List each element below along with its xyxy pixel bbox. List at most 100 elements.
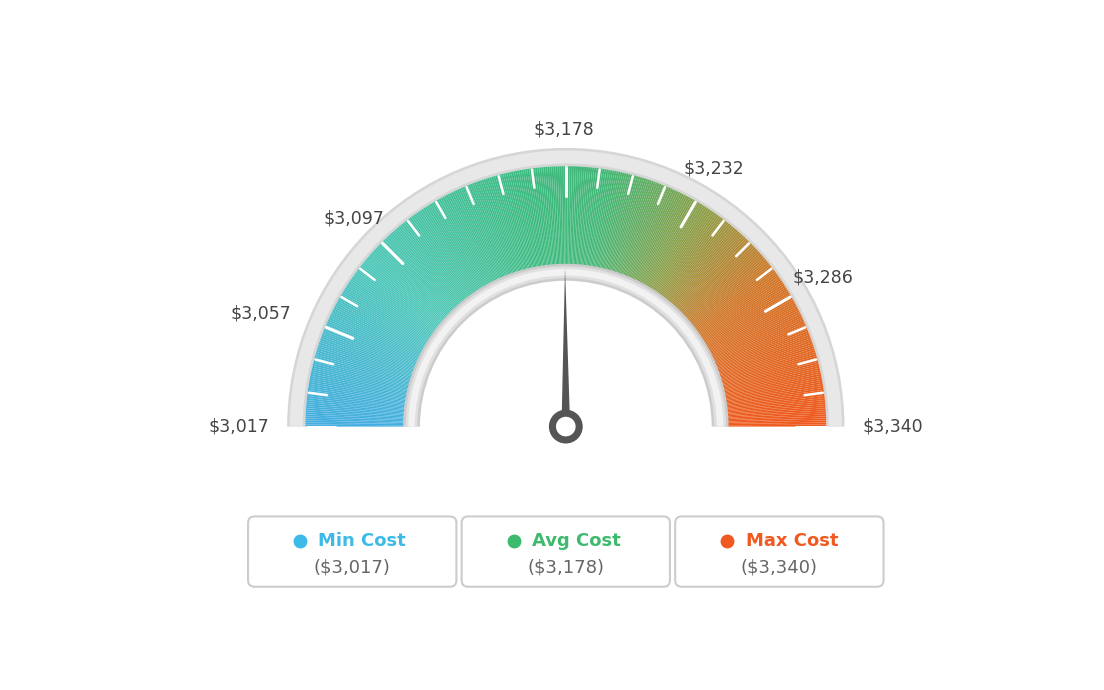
Wedge shape: [420, 210, 476, 293]
Wedge shape: [437, 199, 487, 286]
Wedge shape: [499, 175, 526, 270]
Wedge shape: [720, 346, 814, 378]
Wedge shape: [567, 166, 570, 265]
Text: $3,057: $3,057: [231, 305, 291, 323]
Wedge shape: [465, 186, 505, 278]
Wedge shape: [307, 398, 405, 410]
Wedge shape: [638, 194, 684, 283]
Wedge shape: [392, 231, 459, 306]
Wedge shape: [691, 262, 769, 326]
Wedge shape: [637, 193, 682, 282]
Wedge shape: [718, 338, 811, 373]
Wedge shape: [705, 296, 792, 346]
Text: $3,017: $3,017: [209, 417, 269, 435]
Wedge shape: [726, 408, 826, 417]
Wedge shape: [319, 342, 413, 375]
FancyBboxPatch shape: [248, 516, 456, 586]
Wedge shape: [623, 183, 660, 276]
Wedge shape: [479, 180, 513, 274]
Wedge shape: [386, 237, 455, 310]
Wedge shape: [364, 261, 442, 324]
Wedge shape: [713, 322, 805, 362]
Circle shape: [556, 417, 575, 436]
Wedge shape: [417, 211, 475, 294]
Wedge shape: [368, 256, 444, 322]
Wedge shape: [474, 182, 510, 275]
Wedge shape: [728, 424, 826, 426]
Wedge shape: [327, 322, 418, 362]
Wedge shape: [562, 166, 564, 265]
Wedge shape: [416, 213, 474, 295]
Wedge shape: [336, 303, 424, 351]
Text: ($3,178): ($3,178): [528, 559, 604, 577]
Wedge shape: [533, 168, 546, 266]
Wedge shape: [486, 178, 517, 273]
Wedge shape: [588, 169, 605, 267]
Wedge shape: [310, 372, 408, 394]
Text: ($3,017): ($3,017): [314, 559, 391, 577]
Wedge shape: [442, 197, 490, 284]
Wedge shape: [724, 380, 822, 399]
Wedge shape: [552, 166, 559, 266]
Wedge shape: [342, 290, 428, 344]
Wedge shape: [655, 209, 711, 293]
Wedge shape: [306, 404, 405, 414]
Wedge shape: [408, 269, 723, 426]
Text: $3,340: $3,340: [862, 417, 923, 435]
Wedge shape: [675, 234, 743, 308]
Wedge shape: [668, 225, 732, 302]
Wedge shape: [714, 325, 806, 365]
Wedge shape: [314, 359, 410, 386]
Wedge shape: [309, 380, 407, 399]
Wedge shape: [630, 188, 671, 279]
Wedge shape: [310, 374, 407, 395]
Wedge shape: [428, 204, 481, 290]
Wedge shape: [306, 408, 405, 417]
Wedge shape: [726, 411, 826, 417]
Wedge shape: [662, 218, 724, 298]
Wedge shape: [625, 184, 664, 277]
Wedge shape: [672, 231, 740, 306]
Wedge shape: [645, 199, 694, 286]
Wedge shape: [726, 406, 826, 415]
Wedge shape: [713, 319, 804, 362]
Wedge shape: [634, 190, 677, 280]
Wedge shape: [435, 200, 486, 287]
Wedge shape: [724, 376, 821, 396]
Wedge shape: [640, 195, 688, 284]
Wedge shape: [715, 329, 808, 367]
Wedge shape: [325, 327, 416, 366]
Wedge shape: [328, 319, 418, 362]
Wedge shape: [698, 275, 779, 334]
Wedge shape: [382, 241, 453, 313]
Wedge shape: [307, 394, 405, 408]
Wedge shape: [709, 305, 797, 352]
Wedge shape: [404, 221, 467, 299]
Wedge shape: [312, 366, 408, 390]
Wedge shape: [617, 179, 650, 274]
Wedge shape: [724, 378, 822, 397]
Wedge shape: [661, 217, 722, 297]
Wedge shape: [595, 170, 615, 268]
Wedge shape: [319, 340, 413, 374]
Wedge shape: [352, 275, 434, 334]
Wedge shape: [673, 233, 741, 307]
Wedge shape: [449, 193, 495, 282]
Text: Min Cost: Min Cost: [318, 532, 406, 551]
Wedge shape: [725, 392, 825, 406]
Wedge shape: [503, 173, 528, 270]
Wedge shape: [723, 372, 821, 394]
Wedge shape: [725, 384, 824, 402]
Wedge shape: [380, 242, 452, 313]
Wedge shape: [670, 227, 735, 304]
Wedge shape: [611, 177, 640, 272]
Wedge shape: [682, 246, 754, 315]
Wedge shape: [358, 268, 437, 330]
Wedge shape: [357, 270, 437, 331]
Wedge shape: [726, 402, 826, 413]
Wedge shape: [728, 414, 826, 420]
Wedge shape: [722, 364, 819, 389]
Wedge shape: [545, 167, 554, 266]
Wedge shape: [531, 168, 545, 266]
Wedge shape: [659, 213, 718, 295]
